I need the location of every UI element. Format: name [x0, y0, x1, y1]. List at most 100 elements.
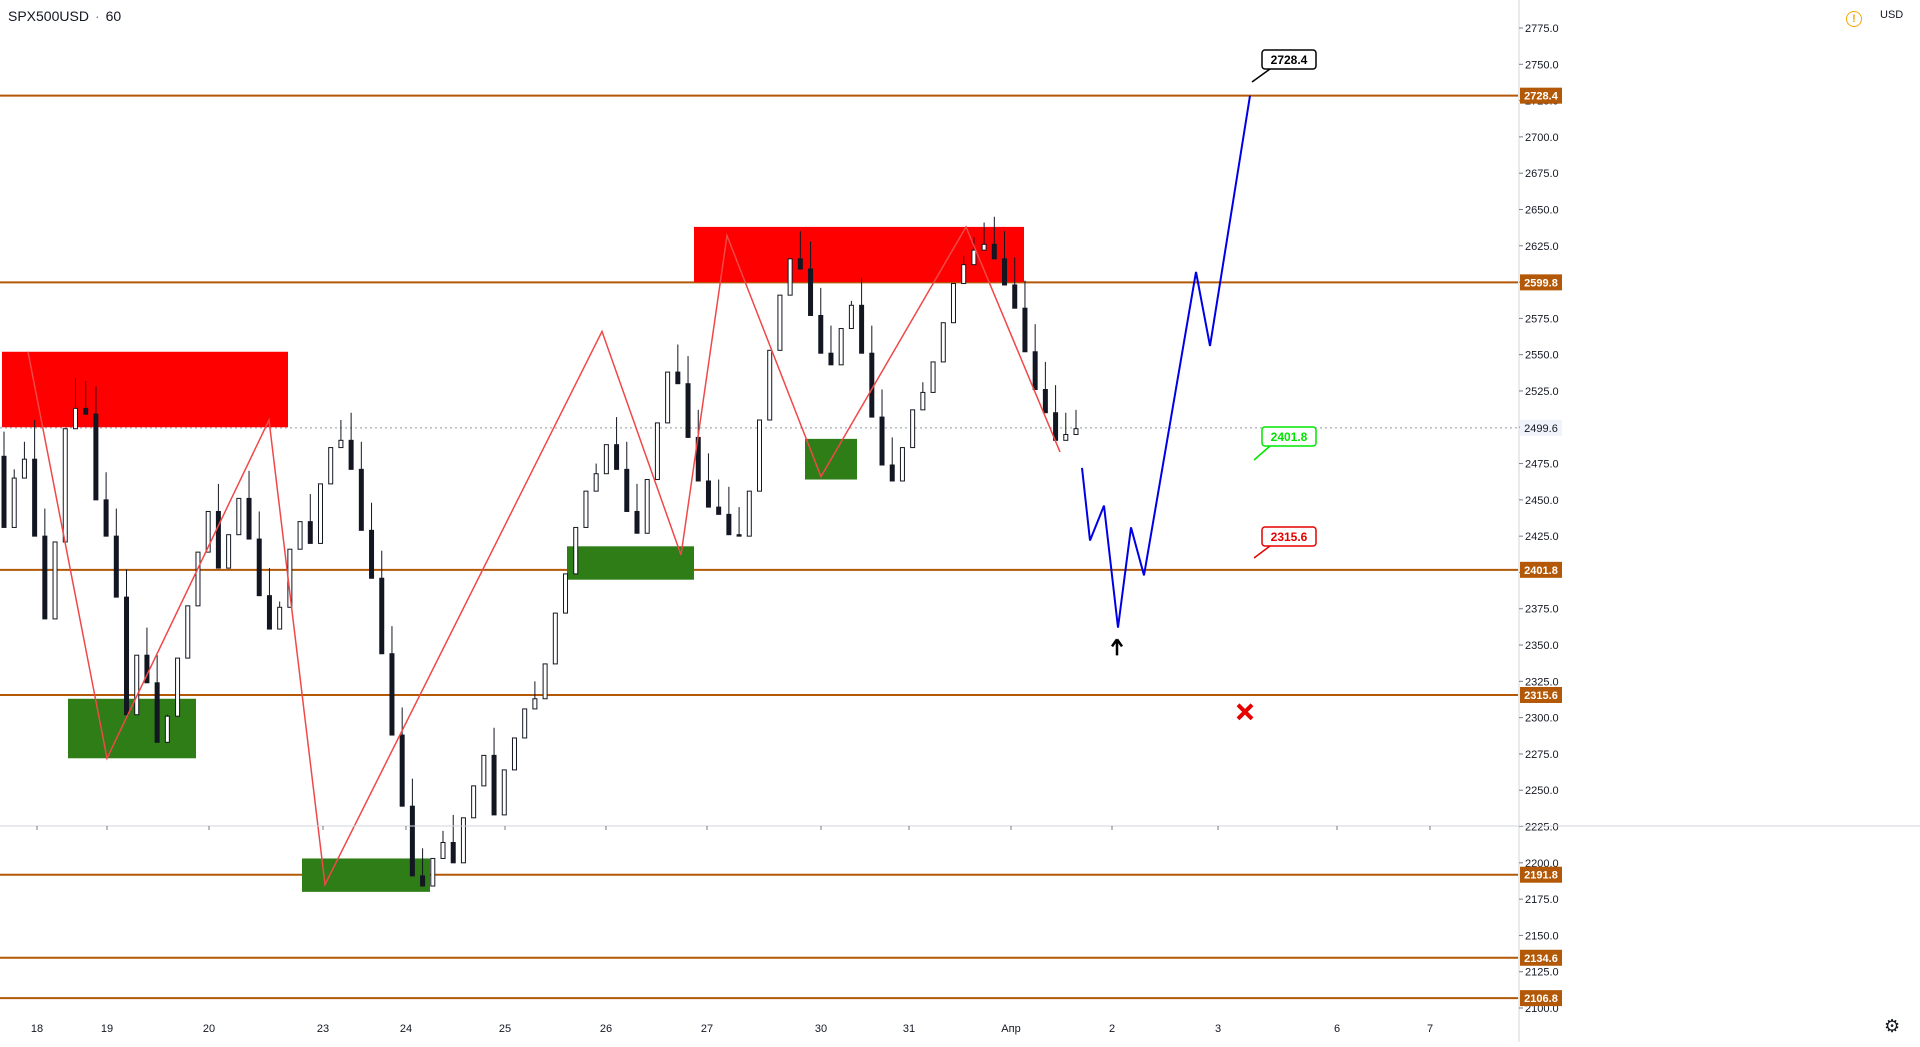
support-zone: [567, 546, 694, 580]
resistance-zone: [694, 226, 1024, 283]
candle-body: [124, 596, 130, 716]
resistance-zone: [2, 351, 288, 428]
gear-icon[interactable]: ⚙: [1884, 1016, 1901, 1036]
candle-body: [297, 521, 303, 550]
stop-callout-box: [1261, 526, 1317, 547]
candle-body: [563, 573, 569, 614]
candle-body: [910, 409, 916, 449]
candle-body: [246, 497, 252, 540]
zigzag-line: [27, 225, 1061, 888]
candle-body: [746, 490, 752, 537]
time-tick-label: 19: [101, 1023, 113, 1035]
candle-body: [665, 371, 671, 424]
support-zone: [68, 698, 196, 759]
price-tick-label: 2375.0: [1525, 604, 1559, 616]
projection-path: [1081, 95, 1251, 628]
candle-body: [113, 535, 119, 598]
support-callout-label: 2401.8: [1271, 430, 1308, 444]
candle-body: [11, 477, 17, 528]
candle-body: [777, 294, 783, 351]
candle-body: [348, 439, 354, 470]
candle-body: [1002, 258, 1008, 286]
candle-body: [634, 510, 640, 534]
candle-body: [72, 407, 78, 430]
candle-body: [899, 447, 905, 482]
candle-body: [1042, 389, 1048, 414]
annotations: 2728.4 2401.8 2315.6: [1110, 49, 1317, 721]
candle-body: [226, 534, 232, 569]
price-tick-label: 2475.0: [1525, 459, 1559, 471]
level-price-label: 2401.8: [1524, 565, 1558, 577]
price-tick-label: 2650.0: [1525, 204, 1559, 216]
level-price-badge: [1520, 866, 1562, 883]
candle-body: [21, 458, 27, 479]
price-tick-label: 2250.0: [1525, 785, 1559, 797]
candle-body: [583, 490, 589, 528]
time-tick-label: 30: [815, 1023, 827, 1035]
target-callout-label: 2728.4: [1271, 53, 1308, 67]
candle-body: [1, 455, 7, 528]
candle-body: [818, 314, 824, 354]
candle-body: [481, 754, 487, 787]
candle-body: [920, 391, 926, 411]
level-price-label: 2134.6: [1524, 953, 1558, 965]
candle-body: [930, 361, 936, 393]
horizontal-levels: [0, 94, 1518, 1000]
candle-body: [828, 352, 834, 366]
candles: [1, 216, 1079, 887]
symbol-title[interactable]: SPX500USD · 60: [8, 8, 121, 24]
candle-body: [552, 612, 558, 665]
price-tick-label: 2575.0: [1525, 313, 1559, 325]
target-callout-pointer: [1251, 68, 1271, 83]
candle-body: [134, 654, 140, 716]
candle-body: [195, 551, 201, 607]
stop-callout-label: 2315.6: [1271, 530, 1308, 544]
candle-body: [838, 328, 844, 366]
time-tick-label: 31: [903, 1023, 915, 1035]
time-tick-label: 27: [701, 1023, 713, 1035]
price-tick-label: 2700.0: [1525, 132, 1559, 144]
candle-body: [1032, 351, 1038, 391]
price-tick-label: 2150.0: [1525, 930, 1559, 942]
price-tick-label: 2125.0: [1525, 967, 1559, 979]
candle-body: [716, 506, 722, 515]
candle-body: [491, 754, 497, 816]
candle-body: [154, 682, 160, 743]
level-price-label: 2191.8: [1524, 870, 1558, 882]
candle-body: [52, 541, 58, 620]
candle-body: [705, 480, 711, 508]
candle-body: [358, 468, 364, 531]
level-price-label: 2599.8: [1524, 277, 1558, 289]
time-tick-label: 18: [31, 1023, 43, 1035]
candle-body: [328, 447, 334, 485]
warning-icon[interactable]: !: [1846, 11, 1862, 27]
price-tick-label: 2775.0: [1525, 23, 1559, 35]
candle-body: [726, 513, 732, 536]
time-tick-label: 7: [1427, 1023, 1433, 1035]
candle-body: [981, 243, 987, 251]
candle-body: [93, 413, 99, 501]
candle-body: [542, 663, 548, 700]
time-tick-label: 3: [1215, 1023, 1221, 1035]
candle-body: [501, 769, 507, 816]
candle-body: [654, 422, 660, 481]
candle-body: [1073, 428, 1079, 436]
zigzag-pattern: [27, 225, 1061, 888]
candle-body: [797, 258, 803, 270]
interval-label[interactable]: 60: [105, 8, 122, 24]
symbol-name: SPX500USD: [8, 8, 89, 24]
candle-body: [1063, 434, 1069, 441]
candle-body: [961, 264, 967, 285]
candle-body: [532, 698, 538, 710]
title-separator: ·: [94, 8, 100, 24]
last-price-label: 2499.6: [1524, 423, 1558, 435]
time-tick-label: 20: [203, 1023, 215, 1035]
candle-body: [685, 383, 691, 438]
price-tick-label: 2750.0: [1525, 59, 1559, 71]
level-price-label: 2106.8: [1524, 993, 1558, 1005]
candle-body: [1022, 307, 1028, 353]
time-axis: 18 19 20 23 24 25 26 27 30 31 Апр 2 3 6 7: [0, 825, 1920, 1035]
candle-body: [317, 483, 323, 544]
